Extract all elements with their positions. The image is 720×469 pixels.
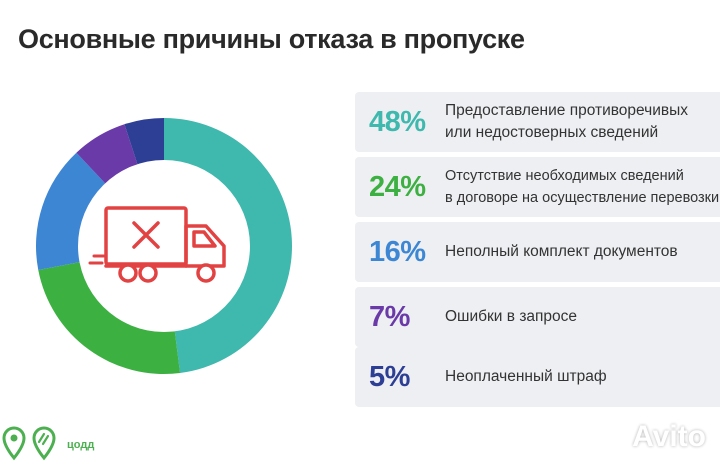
legend-row-3: 16% Неполный комплект документов: [355, 222, 720, 282]
page-title: Основные причины отказа в пропуске: [18, 24, 525, 54]
legend-value: 48%: [369, 105, 426, 138]
legend-row-5: 5% Неоплаченный штраф: [355, 347, 720, 407]
legend-text: Неполный комплект документов: [445, 243, 678, 260]
legend-text: Неоплаченный штраф: [445, 368, 607, 385]
location-pin-icon: [2, 426, 56, 461]
legend-text: Отсутствие необходимых сведений в догово…: [445, 168, 720, 206]
legend-row-2: 24% Отсутствие необходимых сведений в до…: [355, 157, 720, 217]
donut-chart: [34, 116, 294, 376]
footer-logo: цодд: [0, 424, 140, 464]
truck-cross-icon: [88, 206, 226, 283]
legend-value: 5%: [369, 360, 410, 393]
avito-watermark: Avito: [632, 420, 706, 453]
legend-row-4: 7% Ошибки в запросе: [355, 287, 720, 347]
legend-value: 7%: [369, 300, 410, 333]
legend-value: 16%: [369, 235, 426, 268]
logo-text: цодд: [67, 439, 95, 451]
donut-hole: [78, 160, 250, 332]
legend-row-1: 48% Предоставление противоречивых или не…: [355, 92, 720, 152]
legend-text: Ошибки в запросе: [445, 308, 578, 325]
legend-text: Предоставление противоречивых или недост…: [445, 102, 689, 141]
legend-value: 24%: [369, 170, 426, 203]
donut-svg: [36, 118, 293, 374]
